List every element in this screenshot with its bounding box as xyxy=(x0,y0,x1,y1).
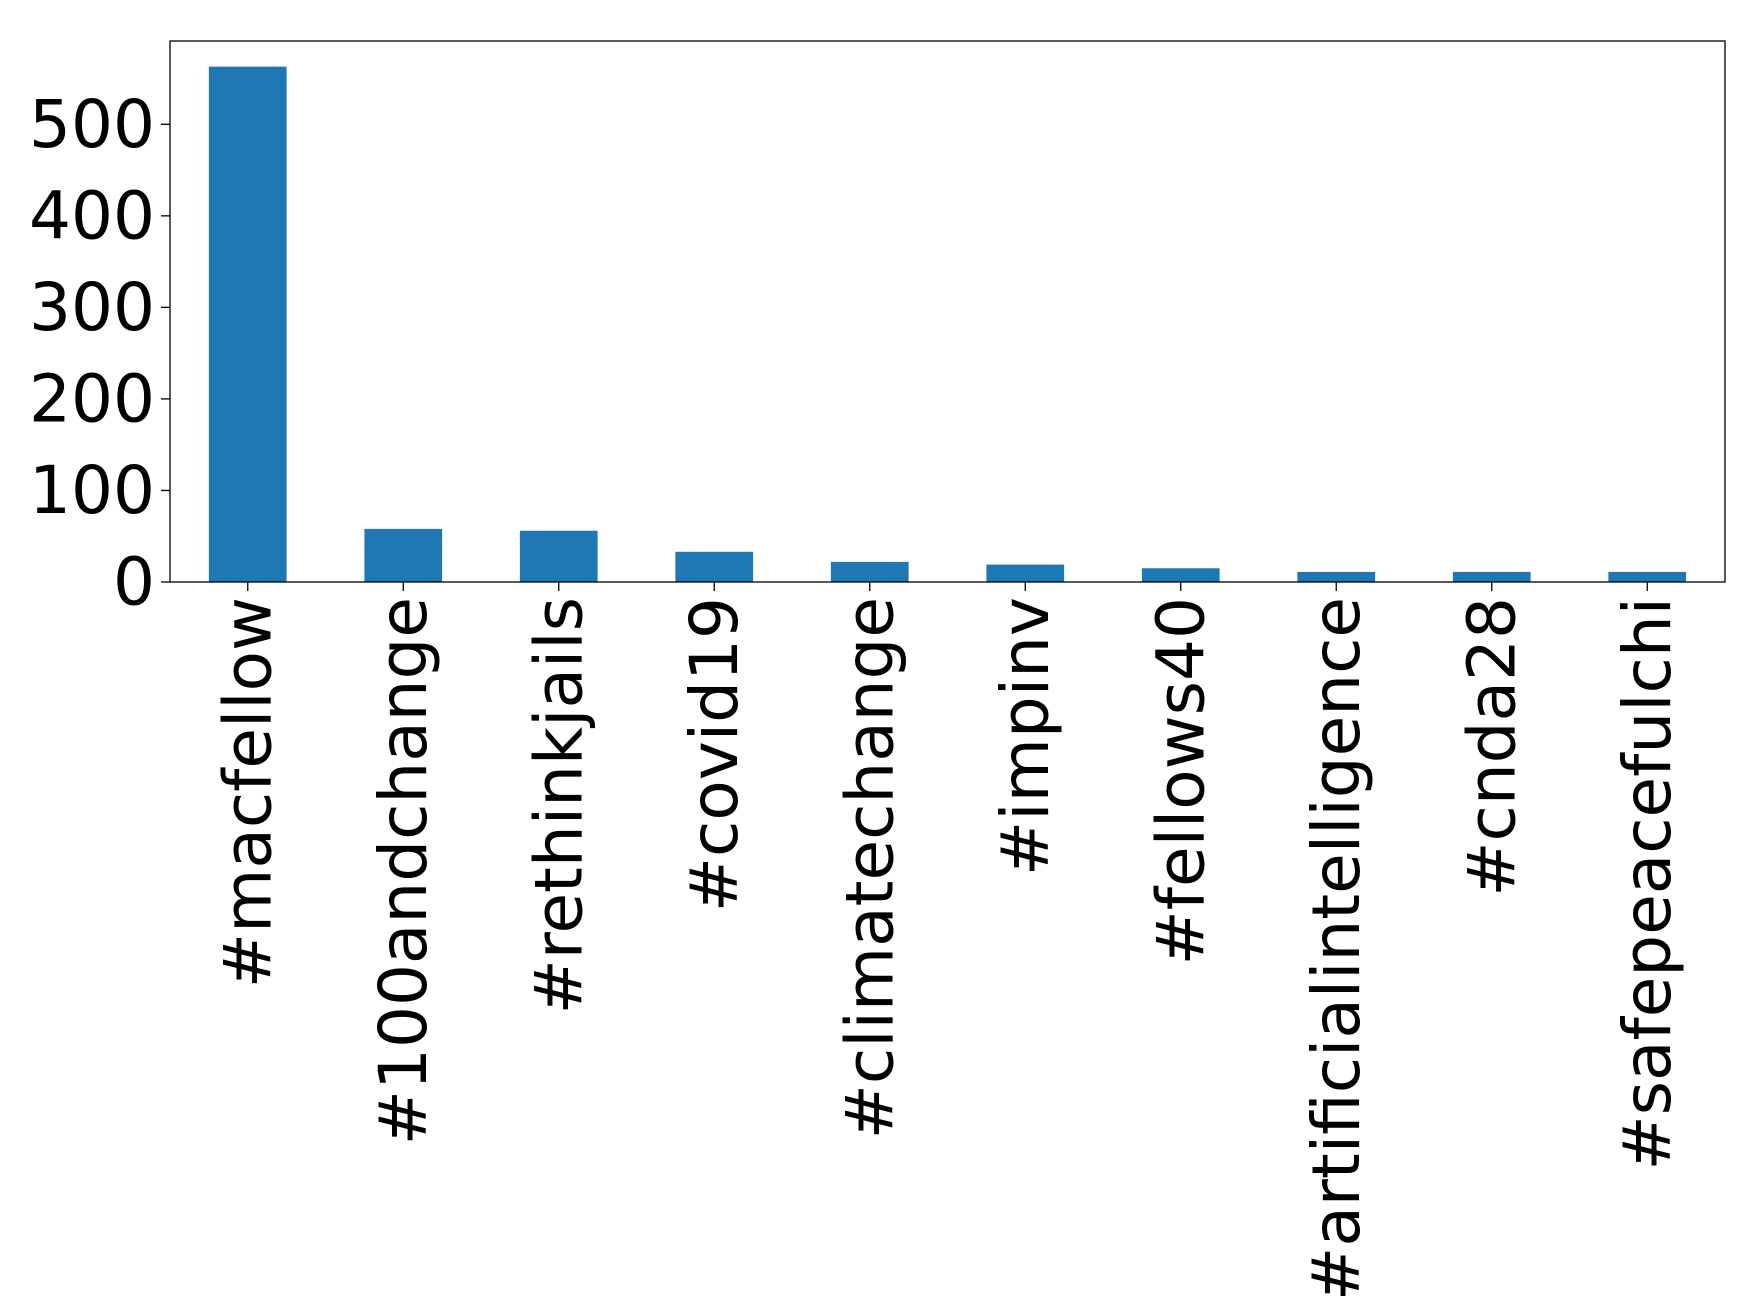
bar-rethinkjails xyxy=(519,530,598,582)
x-tick-label: #rethinkjails xyxy=(520,597,597,1015)
bar-fellows40 xyxy=(1141,568,1220,582)
x-tick-label: #safepeacefulchi xyxy=(1609,597,1686,1171)
x-tick-label: #artificialintelligence xyxy=(1298,597,1375,1296)
bar-impinv xyxy=(986,564,1065,582)
x-tick-label: #100andchange xyxy=(365,597,442,1145)
labels-layer: 0 100 200 300 400 500 #macfellow #100andchange #… xyxy=(29,86,1686,1300)
x-tick-label: #climatechange xyxy=(831,597,908,1139)
x-tick-label: #macfellow xyxy=(209,597,286,988)
x-tick-label: #impinv xyxy=(987,597,1064,876)
bar-artificialintelligence xyxy=(1297,571,1376,582)
y-tick-label: 0 xyxy=(113,544,155,621)
y-tick-label: 200 xyxy=(29,360,155,437)
x-tick-label: #covid19 xyxy=(676,597,753,912)
x-tick-label: #cnda28 xyxy=(1453,597,1530,897)
bar-100andchange xyxy=(364,528,443,582)
bar-cnda28 xyxy=(1452,571,1531,582)
y-tick-label: 400 xyxy=(29,177,155,254)
plot-frame xyxy=(169,40,1726,583)
axes-layer xyxy=(161,40,1726,591)
bar-macfellow xyxy=(208,66,287,583)
y-tick-label: 100 xyxy=(29,452,155,529)
bar-safepeacefulchi xyxy=(1608,571,1687,582)
bar-climatechange xyxy=(830,561,909,582)
y-tick-label: 500 xyxy=(29,86,155,163)
bars-layer xyxy=(208,66,1687,583)
x-tick-label: #fellows40 xyxy=(1142,597,1219,966)
y-tick-label: 300 xyxy=(29,269,155,346)
bar-covid19 xyxy=(675,551,754,582)
